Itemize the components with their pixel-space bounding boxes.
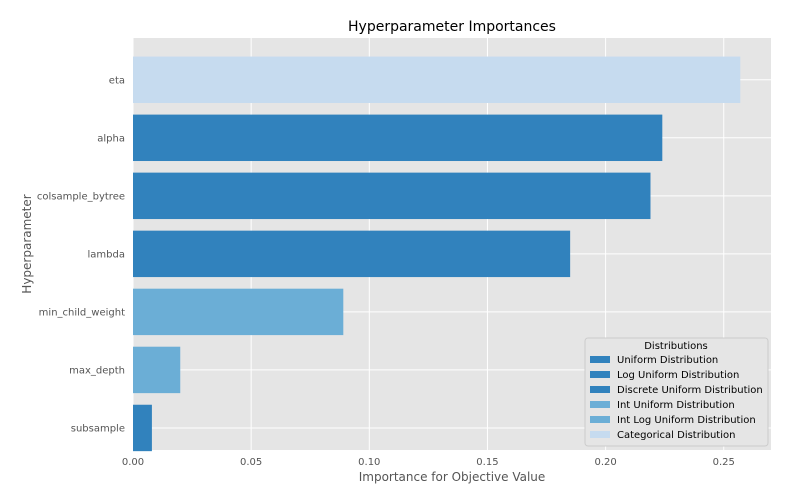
y-tick-label: eta xyxy=(109,75,125,86)
x-axis-label: Importance for Objective Value xyxy=(359,470,546,484)
legend-entry-label: Int Uniform Distribution xyxy=(617,400,735,411)
bar-lambda xyxy=(133,230,571,278)
legend-entries: Uniform Distribution Log Uniform Distribu… xyxy=(590,355,763,441)
x-tick-label: 0.10 xyxy=(358,457,380,468)
y-tick-label: lambda xyxy=(88,249,125,260)
y-tick-label: subsample xyxy=(71,423,125,434)
legend-entry-label: Int Log Uniform Distribution xyxy=(617,415,756,426)
bar-eta xyxy=(133,56,741,103)
bars xyxy=(133,56,741,452)
legend: Distributions Uniform Distribution Log Un… xyxy=(584,337,769,447)
x-tick-label: 0.20 xyxy=(594,457,616,468)
bar-max-depth xyxy=(133,346,181,394)
chart-title: Hyperparameter Importances xyxy=(348,19,556,35)
x-tick-label: 0.15 xyxy=(476,457,498,468)
x-tick-label: 0.25 xyxy=(713,457,735,468)
legend-swatch xyxy=(590,386,610,393)
bar-min-child-weight xyxy=(133,288,344,336)
x-tick-label: 0.05 xyxy=(240,457,262,468)
y-tick-label: max_depth xyxy=(69,365,125,376)
bar-colsample-bytree xyxy=(133,172,651,220)
x-tick-labels: 0.00 0.05 0.10 0.15 0.20 0.25 xyxy=(122,457,735,468)
y-axis-label: Hyperparameter xyxy=(20,194,34,293)
legend-box xyxy=(584,337,769,447)
legend-title: Distributions xyxy=(644,341,708,352)
bar-subsample xyxy=(133,404,152,452)
legend-entry-label: Discrete Uniform Distribution xyxy=(617,385,763,396)
x-tick-label: 0.00 xyxy=(122,457,144,468)
legend-swatch xyxy=(590,356,610,363)
legend-swatch xyxy=(590,416,610,423)
legend-entry-label: Categorical Distribution xyxy=(617,430,735,441)
y-tick-label: alpha xyxy=(97,133,125,144)
legend-entry-label: Log Uniform Distribution xyxy=(617,370,739,381)
legend-entry-label: Uniform Distribution xyxy=(617,355,718,366)
legend-swatch xyxy=(590,401,610,408)
legend-swatch xyxy=(590,431,610,438)
bar-alpha xyxy=(133,114,663,162)
legend-swatch xyxy=(590,371,610,378)
y-tick-label: min_child_weight xyxy=(39,307,125,318)
y-tick-label: colsample_bytree xyxy=(37,191,125,202)
